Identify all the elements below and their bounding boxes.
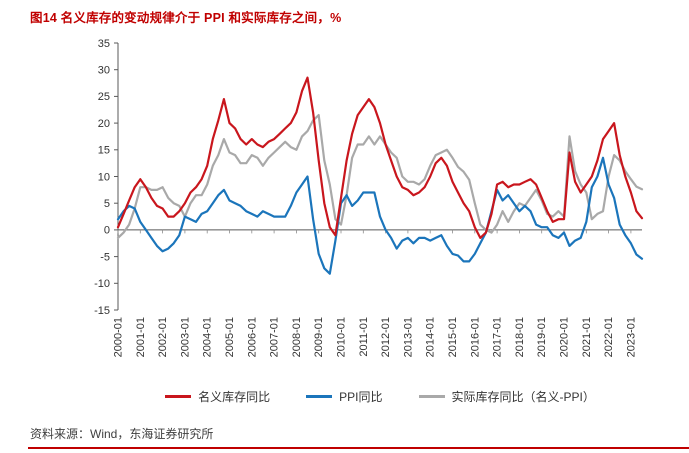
svg-text:2013-01: 2013-01 <box>402 317 414 357</box>
legend-swatch-ppi <box>306 395 333 398</box>
legend-item-ppi: PPI同比 <box>306 388 383 405</box>
svg-text:-10: -10 <box>94 278 110 290</box>
svg-text:2012-01: 2012-01 <box>380 317 392 357</box>
legend-item-real-inventory: 实际库存同比（名义-PPI） <box>418 388 595 405</box>
svg-text:2010-01: 2010-01 <box>336 317 348 357</box>
svg-text:2017-01: 2017-01 <box>492 317 504 357</box>
legend-label-nominal-inventory: 名义库存同比 <box>198 390 271 404</box>
svg-text:10: 10 <box>98 171 110 183</box>
svg-text:2006-01: 2006-01 <box>246 317 258 357</box>
svg-text:2018-01: 2018-01 <box>514 317 526 357</box>
svg-text:-15: -15 <box>94 305 110 317</box>
svg-text:2019-01: 2019-01 <box>536 317 548 357</box>
svg-text:2008-01: 2008-01 <box>291 317 303 357</box>
svg-text:0: 0 <box>104 225 110 237</box>
svg-text:30: 30 <box>98 65 110 77</box>
svg-text:2009-01: 2009-01 <box>313 317 325 357</box>
svg-text:2003-01: 2003-01 <box>179 317 191 357</box>
svg-text:2001-01: 2001-01 <box>135 317 147 357</box>
svg-text:25: 25 <box>98 91 110 103</box>
svg-text:2007-01: 2007-01 <box>269 317 281 357</box>
legend: 名义库存同比 PPI同比 实际库存同比（名义-PPI） <box>118 388 642 405</box>
svg-text:2020-01: 2020-01 <box>559 317 571 357</box>
svg-text:20: 20 <box>98 118 110 130</box>
svg-text:2016-01: 2016-01 <box>469 317 481 357</box>
svg-text:2000-01: 2000-01 <box>113 317 125 357</box>
legend-swatch-nominal-inventory <box>165 395 192 398</box>
source-note: 资料来源：Wind，东海证券研究所 <box>30 427 214 441</box>
svg-text:2004-01: 2004-01 <box>202 317 214 357</box>
svg-text:2011-01: 2011-01 <box>358 317 370 357</box>
legend-label-real-inventory: 实际库存同比（名义-PPI） <box>451 390 595 404</box>
bottom-red-rule <box>28 447 689 449</box>
legend-swatch-real-inventory <box>418 395 445 398</box>
svg-text:2021-01: 2021-01 <box>581 317 593 357</box>
svg-text:5: 5 <box>104 198 110 210</box>
svg-text:2005-01: 2005-01 <box>224 317 236 357</box>
chart-title: 图14 名义库存的变动规律介于 PPI 和实际库存之间，% <box>30 11 342 25</box>
svg-text:2014-01: 2014-01 <box>425 317 437 357</box>
svg-text:2022-01: 2022-01 <box>603 317 615 357</box>
svg-text:15: 15 <box>98 145 110 157</box>
svg-text:2015-01: 2015-01 <box>447 317 459 357</box>
legend-label-ppi: PPI同比 <box>339 390 383 404</box>
legend-item-nominal-inventory: 名义库存同比 <box>165 388 270 405</box>
svg-text:35: 35 <box>98 38 110 50</box>
svg-text:2002-01: 2002-01 <box>157 317 169 357</box>
svg-text:-5: -5 <box>100 251 110 263</box>
svg-text:2023-01: 2023-01 <box>625 317 637 357</box>
